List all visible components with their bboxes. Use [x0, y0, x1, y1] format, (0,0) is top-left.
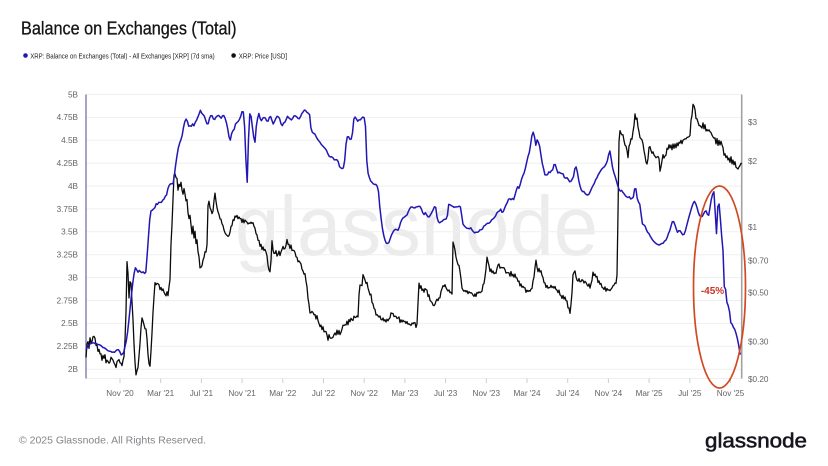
svg-text:Mar '25: Mar '25: [636, 389, 663, 398]
svg-text:2.25B: 2.25B: [57, 342, 79, 351]
svg-text:glassnode: glassnode: [235, 179, 598, 273]
svg-text:-45%: -45%: [701, 286, 724, 297]
svg-text:XRP: Balance on Exchanges (Tot: XRP: Balance on Exchanges (Total) - All …: [30, 51, 215, 60]
svg-text:Mar '23: Mar '23: [391, 389, 418, 398]
svg-text:Jul '22: Jul '22: [312, 389, 336, 398]
svg-text:Jul '24: Jul '24: [556, 389, 580, 398]
svg-text:glassnode: glassnode: [705, 430, 807, 452]
svg-text:4.25B: 4.25B: [57, 159, 79, 168]
svg-text:2.75B: 2.75B: [57, 296, 79, 305]
svg-text:3.5B: 3.5B: [61, 228, 78, 237]
svg-text:4.75B: 4.75B: [57, 113, 79, 122]
svg-text:Jul '23: Jul '23: [434, 389, 458, 398]
svg-text:4B: 4B: [68, 182, 79, 191]
svg-text:$0.50: $0.50: [748, 289, 769, 298]
svg-text:Mar '22: Mar '22: [269, 389, 296, 398]
svg-text:4.5B: 4.5B: [61, 136, 78, 145]
svg-text:$3: $3: [748, 118, 758, 127]
svg-text:$2: $2: [748, 157, 758, 166]
svg-text:$1: $1: [748, 223, 758, 232]
svg-text:Mar '24: Mar '24: [513, 389, 540, 398]
svg-text:3.75B: 3.75B: [57, 205, 79, 214]
svg-text:5B: 5B: [68, 90, 79, 99]
svg-text:Nov '23: Nov '23: [473, 389, 501, 398]
svg-text:XRP: Price [USD]: XRP: Price [USD]: [239, 51, 287, 60]
svg-text:Jul '25: Jul '25: [678, 389, 702, 398]
svg-text:$0.70: $0.70: [748, 257, 769, 266]
svg-text:© 2025 Glassnode. All Rights R: © 2025 Glassnode. All Rights Reserved.: [19, 436, 206, 447]
svg-text:2B: 2B: [68, 365, 79, 374]
svg-text:Nov '21: Nov '21: [228, 389, 256, 398]
svg-text:Jul '21: Jul '21: [190, 389, 214, 398]
svg-text:3B: 3B: [68, 273, 79, 282]
svg-text:2.5B: 2.5B: [61, 319, 78, 328]
svg-text:Nov '25: Nov '25: [717, 389, 745, 398]
svg-text:$0.20: $0.20: [748, 375, 769, 384]
svg-text:Balance on Exchanges (Total): Balance on Exchanges (Total): [21, 17, 237, 38]
svg-text:Nov '24: Nov '24: [595, 389, 623, 398]
svg-text:Mar '21: Mar '21: [147, 389, 174, 398]
svg-text:Nov '20: Nov '20: [106, 389, 134, 398]
svg-text:3.25B: 3.25B: [57, 251, 79, 260]
svg-text:$0.30: $0.30: [748, 337, 769, 346]
svg-text:Nov '22: Nov '22: [350, 389, 378, 398]
